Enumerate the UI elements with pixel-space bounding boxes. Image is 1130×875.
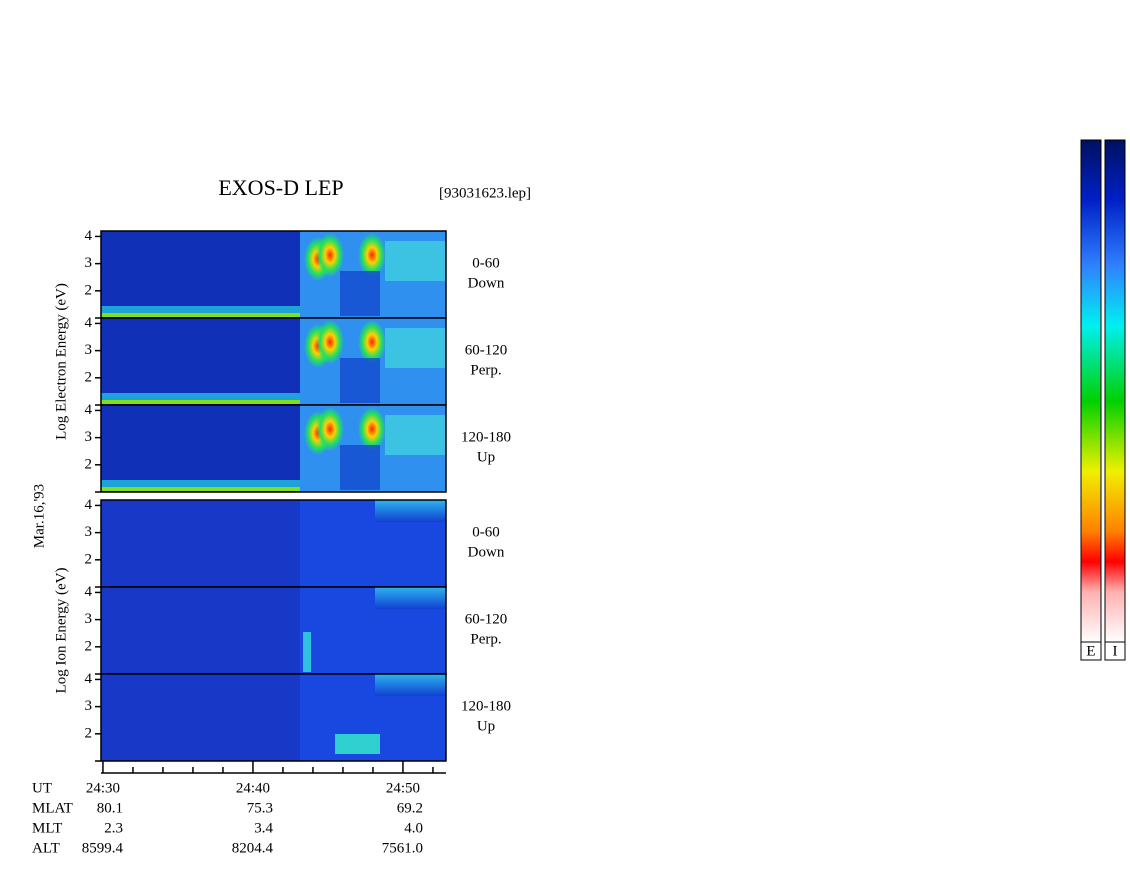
panel-texture [358, 320, 386, 364]
panel-texture [340, 358, 380, 403]
panel-texture [358, 407, 386, 451]
ephemeris-name: MLT [32, 820, 62, 836]
file-label: [93031623.lep] [439, 185, 531, 201]
chart-title: EXOS-D LEP [218, 175, 343, 200]
pitch-label: 0-60 [472, 524, 500, 540]
panel-texture [340, 445, 380, 490]
panel-frame [100, 404, 447, 493]
panel-texture [316, 407, 344, 451]
y-tick-label: 2 [85, 638, 93, 654]
y-tick-label: 2 [85, 456, 93, 472]
y-tick-label: 2 [85, 282, 93, 298]
panel-texture [375, 674, 446, 696]
panel-texture [358, 233, 386, 277]
panel-texture [101, 480, 301, 490]
y-tick-label: 2 [85, 369, 93, 385]
colorbar-label: E [1086, 643, 1095, 659]
ephemeris-value: 7561.0 [382, 840, 423, 856]
direction-label: Down [468, 544, 505, 560]
panel-texture [101, 487, 301, 491]
ephemeris-value: 69.2 [397, 800, 423, 816]
x-tick-label: 24:30 [86, 780, 120, 796]
colorbar-label: I [1113, 643, 1118, 659]
y-tick-label: 4 [85, 497, 93, 513]
panel-frame [100, 673, 447, 762]
y-tick-label: 3 [85, 698, 93, 714]
y-tick-label: 3 [85, 255, 93, 271]
pitch-label: 120-180 [461, 698, 511, 714]
ephemeris-value: 2.3 [104, 820, 123, 836]
pitch-label: 60-120 [465, 611, 508, 627]
pitch-label: 60-120 [465, 342, 508, 358]
panel-texture [316, 320, 344, 364]
panel-texture [340, 271, 380, 316]
panel-texture [385, 415, 445, 455]
panel-texture [101, 393, 301, 403]
ephemeris-name: ALT [32, 840, 60, 856]
y-tick-label: 2 [85, 551, 93, 567]
y-axis-label: Log Electron Energy (eV) [53, 283, 69, 440]
y-tick-label: 4 [85, 315, 93, 331]
panel-texture [335, 734, 380, 754]
y-tick-label: 3 [85, 524, 93, 540]
direction-label: Perp. [470, 362, 501, 378]
y-tick-label: 2 [85, 725, 93, 741]
ephemeris-value: 4.0 [404, 820, 423, 836]
direction-label: Up [477, 449, 495, 465]
pitch-label: 120-180 [461, 429, 511, 445]
ephemeris-value: 8599.4 [82, 840, 124, 856]
y-axis-label: Log Ion Energy (eV) [53, 568, 69, 694]
pitch-label: 0-60 [472, 255, 500, 271]
time-label: UT [32, 780, 52, 796]
panel-texture [101, 306, 301, 316]
panel-texture [101, 400, 301, 404]
panel-texture [385, 241, 445, 281]
panel-texture [385, 328, 445, 368]
y-tick-label: 4 [85, 671, 93, 687]
direction-label: Perp. [470, 631, 501, 647]
panel-texture [316, 233, 344, 277]
colorbar-box [1080, 641, 1102, 661]
y-tick-label: 4 [85, 584, 93, 600]
y-tick-label: 3 [85, 342, 93, 358]
ephemeris-value: 3.4 [254, 820, 273, 836]
colorbar [1080, 139, 1102, 643]
x-tick-label: 24:50 [386, 780, 420, 796]
y-tick-label: 3 [85, 429, 93, 445]
ephemeris-name: MLAT [32, 800, 73, 816]
date-label: Mar.16,'93 [31, 484, 47, 548]
colorbar [1104, 139, 1126, 643]
colorbar-box [1104, 641, 1126, 661]
x-tick-label: 24:40 [236, 780, 270, 796]
y-tick-label: 3 [85, 611, 93, 627]
panel-texture [375, 500, 446, 522]
ephemeris-value: 75.3 [247, 800, 273, 816]
ephemeris-value: 80.1 [97, 800, 123, 816]
panel-texture [101, 313, 301, 317]
panel-texture [303, 632, 311, 672]
y-tick-label: 4 [85, 228, 93, 244]
panel-texture [375, 587, 446, 609]
y-tick-label: 4 [85, 402, 93, 418]
direction-label: Up [477, 718, 495, 734]
direction-label: Down [468, 275, 505, 291]
ephemeris-value: 8204.4 [232, 840, 274, 856]
